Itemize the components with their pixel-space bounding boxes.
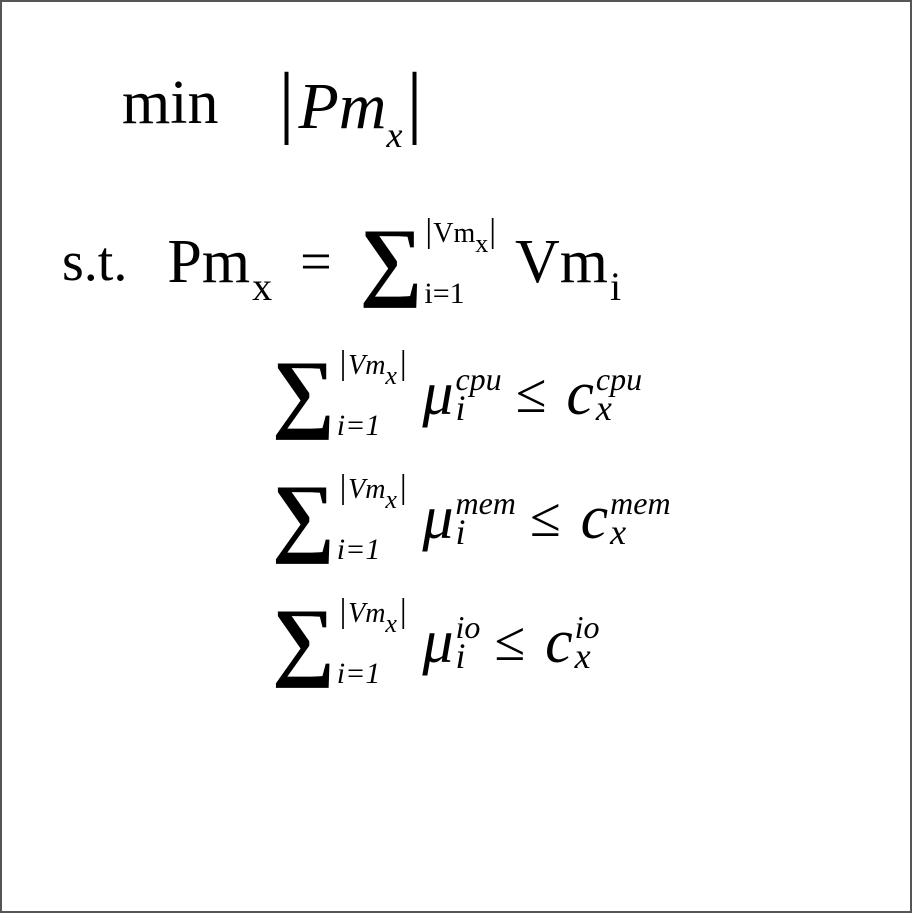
def-lhs-sub: x	[252, 264, 272, 309]
abs-close: |	[402, 58, 426, 146]
def-sum-upper: |Vmx|	[424, 215, 497, 254]
constraint-io-row: ∑ |Vmx| i=1 μ io i ≤ c io	[272, 595, 870, 689]
constraint-io-sum-upper: |Vmx|	[337, 595, 409, 634]
def-equals: =	[300, 234, 332, 290]
constraint-mem-sum-lower: i=1	[337, 535, 409, 565]
constraint-io-rhs: c io x	[545, 611, 599, 673]
constraint-cpu-row: ∑ |Vmx| i=1 μ cpu i ≤ c cpu	[272, 347, 870, 441]
constraint-io-sum-lower: i=1	[337, 659, 409, 689]
def-sum: ∑ |Vmx| i=1	[360, 215, 497, 309]
def-sum-lower: i=1	[424, 279, 497, 309]
def-rhs-term: Vmi	[515, 231, 621, 293]
definition-row: s.t. Pmx = ∑ |Vmx| i=1 Vmi	[62, 215, 870, 309]
constraint-cpu-sum-upper: |Vmx|	[337, 347, 409, 386]
sigma-icon: ∑	[272, 606, 335, 676]
sigma-icon: ∑	[360, 226, 423, 296]
constraint-io-rel: ≤	[494, 614, 525, 670]
constraint-mem-sum: ∑ |Vmx| i=1	[272, 471, 408, 565]
constraint-io-sum-limits: |Vmx| i=1	[337, 595, 409, 689]
constraint-mem-row: ∑ |Vmx| i=1 μ mem i ≤ c mem	[272, 471, 870, 565]
constraint-io-lhs: μ io i	[422, 611, 480, 673]
constraint-cpu-sum-limits: |Vmx| i=1	[337, 347, 409, 441]
abs-open: |	[274, 58, 298, 146]
objective-row: min |Pmx|	[122, 62, 870, 145]
objective-expression: |Pmx|	[274, 62, 426, 145]
constraint-io-sum: ∑ |Vmx| i=1	[272, 595, 408, 689]
constraint-cpu-lhs: μ cpu i	[422, 363, 501, 425]
def-rhs-term-sub: i	[610, 264, 621, 309]
optimization-formula: min |Pmx| s.t. Pmx = ∑ |Vmx| i=1 Vmi	[62, 62, 870, 689]
constraint-cpu-sum: ∑ |Vmx| i=1	[272, 347, 408, 441]
sigma-icon: ∑	[272, 358, 335, 428]
subject-to-label: s.t.	[62, 234, 127, 290]
objective-var: Pm	[298, 70, 386, 143]
def-sum-limits: |Vmx| i=1	[424, 215, 497, 309]
constraint-cpu-rel: ≤	[516, 366, 547, 422]
min-operator: min	[122, 72, 218, 134]
constraint-mem-sum-upper: |Vmx|	[337, 471, 409, 510]
constraint-mem-lhs: μ mem i	[422, 487, 516, 549]
constraint-cpu-sum-lower: i=1	[337, 411, 409, 441]
constraint-mem-rhs: c mem x	[581, 487, 671, 549]
constraint-mem-sum-limits: |Vmx| i=1	[337, 471, 409, 565]
def-lhs: Pmx	[167, 231, 272, 293]
formula-frame: min |Pmx| s.t. Pmx = ∑ |Vmx| i=1 Vmi	[0, 0, 912, 913]
sigma-icon: ∑	[272, 482, 335, 552]
constraint-mem-rel: ≤	[530, 490, 561, 546]
objective-var-sub: x	[386, 115, 402, 155]
constraint-cpu-rhs: c cpu x	[566, 363, 642, 425]
